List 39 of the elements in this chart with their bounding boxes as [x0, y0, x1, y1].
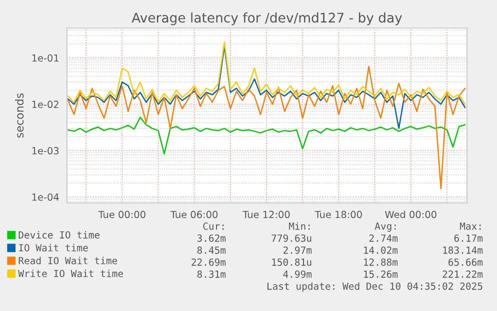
legend-label: Read IO Wait time: [18, 256, 118, 264]
legend-label: IO Wait time: [19, 244, 88, 252]
text: Cur:: [203, 222, 224, 230]
text: 8.45m: [197, 246, 226, 254]
text: 183.14m: [443, 246, 483, 254]
text: 779.63u: [272, 234, 312, 242]
x-tick-label: Tue 00:00: [98, 210, 146, 218]
y-tick-label: 1e-02: [32, 100, 58, 108]
text: 15.26m: [364, 270, 398, 278]
legend-label: Write IO Wait time: [18, 270, 123, 278]
y-tick-label: 1e-03: [32, 147, 59, 154]
line-series: [67, 66, 466, 190]
line-series: [67, 116, 466, 154]
text: 2.74m: [369, 234, 398, 242]
text: Avg:: [374, 222, 396, 232]
text: 221.22m: [442, 270, 483, 278]
text: Last update: Wed Dec 10 04:35:02 2025: [267, 282, 482, 292]
y-axis-title: seconds: [15, 93, 24, 138]
text: Max:: [460, 222, 481, 230]
text: 4.99m: [283, 270, 312, 278]
text: 150.81u: [272, 258, 312, 266]
x-tick-label: Wed 00:00: [385, 210, 436, 218]
line-series: [67, 45, 466, 130]
text: Min:: [288, 222, 310, 230]
x-tick-label: Tue 06:00: [170, 210, 218, 218]
y-tick-label: 1e-01: [32, 54, 58, 62]
text: 14.02m: [364, 246, 398, 254]
text: 65.66m: [448, 258, 483, 266]
text: 8.31m: [197, 270, 226, 278]
text: 22.69m: [192, 258, 226, 266]
x-tick-label: Tue 12:00: [242, 210, 290, 218]
text: 2.97m: [283, 246, 312, 254]
chart-title: Average latency for /dev/md127 - by day: [132, 12, 402, 26]
y-tick-label: 1e-04: [32, 193, 59, 201]
text: 12.88m: [364, 258, 398, 266]
text: 3.62m: [197, 234, 226, 242]
text: 6.17m: [454, 234, 483, 242]
x-tick-label: Tue 18:00: [314, 210, 362, 218]
legend-label: Device IO time: [18, 231, 100, 239]
